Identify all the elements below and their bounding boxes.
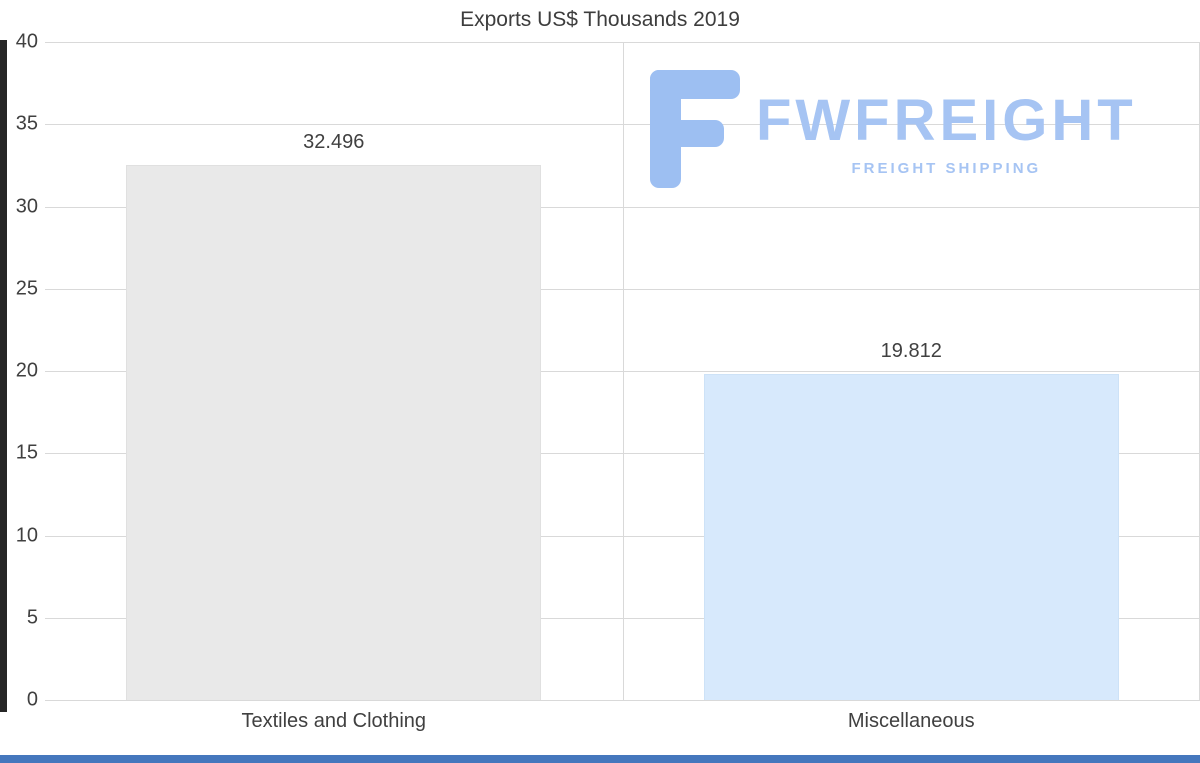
fwfreight-watermark: FWFREIGHT FREIGHT SHIPPING <box>650 70 1137 188</box>
y-axis-tick-label: 5 <box>26 606 38 629</box>
vertical-gridline <box>622 42 624 700</box>
bar-textiles-and-clothing[interactable] <box>126 165 542 700</box>
bar-value-label: 32.496 <box>303 131 365 154</box>
bar-miscellaneous[interactable] <box>703 374 1119 700</box>
fwfreight-logo-icon <box>650 70 740 188</box>
fwfreight-brand-text: FWFREIGHT <box>756 88 1137 153</box>
y-axis-tick-label: 0 <box>26 688 38 711</box>
y-axis-tick-label: 40 <box>15 30 38 53</box>
x-axis-category-label: Miscellaneous <box>847 710 975 732</box>
y-axis-tick-label: 15 <box>15 441 38 464</box>
fwfreight-logo-text: FWFREIGHT FREIGHT SHIPPING <box>756 88 1137 178</box>
fwfreight-tagline-text: FREIGHT SHIPPING <box>851 160 1042 177</box>
plot-area: 32.496 19.812 <box>45 42 1200 701</box>
chart-title: Exports US$ Thousands 2019 <box>460 8 740 31</box>
x-axis-category-label: Textiles and Clothing <box>241 710 427 732</box>
gridline <box>45 700 1200 701</box>
bottom-scrollbar[interactable] <box>0 755 1200 763</box>
y-axis-tick-label: 30 <box>15 195 38 217</box>
bar-value-label: 19.812 <box>880 340 942 363</box>
y-axis-tick-label: 20 <box>15 359 38 382</box>
y-axis-tick-label: 35 <box>15 112 38 135</box>
y-axis-tick-label: 25 <box>15 277 38 300</box>
left-scrollbar[interactable] <box>0 40 7 712</box>
y-axis-tick-label: 10 <box>15 524 38 546</box>
